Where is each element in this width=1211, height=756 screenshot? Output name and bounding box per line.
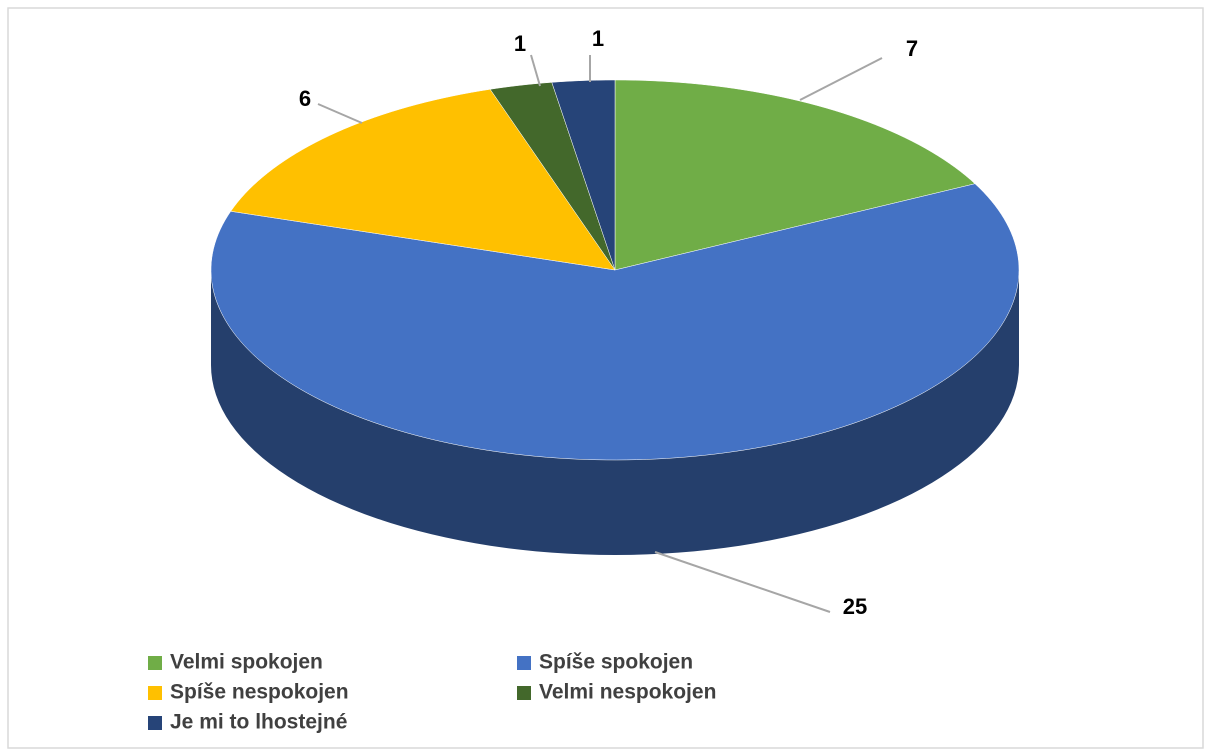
pie-slice xyxy=(230,89,616,271)
legend-label: Velmi spokojen xyxy=(170,651,323,674)
legend-swatch xyxy=(148,686,162,700)
legend-label: Velmi nespokojen xyxy=(539,681,716,704)
pie-slice xyxy=(614,79,976,271)
leader-line xyxy=(530,54,541,87)
pie-slice xyxy=(210,183,1020,461)
legend-swatch xyxy=(517,686,531,700)
data-label: 1 xyxy=(592,26,604,51)
data-label: 7 xyxy=(906,36,918,61)
pie-side xyxy=(211,270,1019,555)
legend-label: Spíše spokojen xyxy=(539,651,693,674)
pie-slice xyxy=(551,79,616,271)
leader-line xyxy=(654,551,831,613)
data-label: 6 xyxy=(299,86,311,111)
legend-swatch xyxy=(517,656,531,670)
pie-slice xyxy=(489,82,616,271)
legend-swatch xyxy=(148,716,162,730)
leader-line xyxy=(799,57,883,101)
leader-line xyxy=(317,103,363,124)
legend-label: Je mi to lhostejné xyxy=(170,711,347,734)
legend-swatch xyxy=(148,656,162,670)
data-label: 1 xyxy=(514,31,526,56)
legend-label: Spíše nespokojen xyxy=(170,681,349,704)
data-label: 25 xyxy=(843,594,867,619)
